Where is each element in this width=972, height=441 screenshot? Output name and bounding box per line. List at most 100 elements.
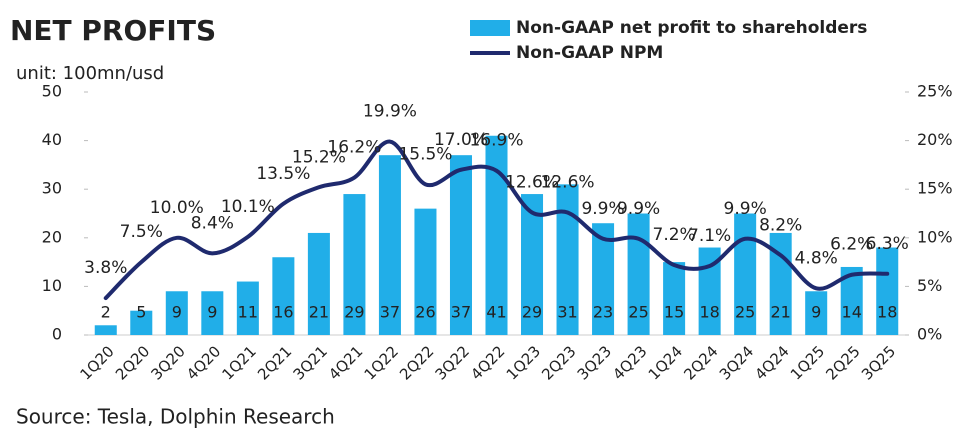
x-tick-label: 4Q20: [183, 342, 224, 383]
bar: [307, 232, 330, 335]
x-tick-label: 3Q25: [858, 342, 899, 383]
x-tick-label: 3Q23: [574, 342, 615, 383]
x-tick-label: 3Q20: [147, 342, 188, 383]
x-tick-label: 2Q21: [254, 342, 295, 383]
bar-value-label: 9: [811, 303, 821, 322]
y2-tick-label: 15%: [917, 179, 953, 198]
line-value-label: 7.1%: [688, 226, 731, 246]
x-tick-label: 4Q21: [325, 342, 366, 383]
bar: [130, 310, 153, 335]
bar: [734, 213, 757, 335]
y2-tick-label: 20%: [917, 130, 953, 149]
bar-value-label: 31: [557, 303, 577, 322]
chart-title: NET PROFITS: [10, 14, 216, 47]
x-tick-label: 1Q22: [361, 342, 402, 383]
y-tick-label: 40: [42, 130, 62, 149]
bar-value-label: 5: [136, 303, 146, 322]
line-value-label: 7.5%: [120, 222, 163, 242]
legend-label: Non-GAAP NPM: [516, 43, 663, 63]
bar: [165, 291, 188, 335]
line-value-label: 9.9%: [724, 199, 767, 219]
chart-subtitle: unit: 100mn/usd: [16, 63, 164, 84]
bar: [94, 325, 117, 335]
x-tick-label: 1Q23: [503, 342, 544, 383]
line-value-label: 3.8%: [84, 258, 127, 278]
y2-tick-label: 10%: [917, 227, 953, 246]
bar-value-label: 18: [877, 303, 897, 322]
line-value-label: 12.6%: [541, 173, 595, 193]
line-value-label: 19.9%: [363, 102, 417, 122]
bar-value-label: 41: [486, 303, 506, 322]
x-tick-label: 2Q24: [680, 342, 721, 383]
bar: [840, 266, 863, 335]
bar: [556, 184, 579, 335]
bar-value-label: 25: [628, 303, 648, 322]
x-tick-label: 2Q22: [396, 342, 437, 383]
bar-value-label: 11: [238, 303, 258, 322]
line-value-label: 4.8%: [795, 248, 838, 268]
line-value-label: 17.0%: [434, 130, 488, 150]
x-tick-label: 3Q24: [716, 342, 757, 383]
x-tick-label: 3Q21: [290, 342, 331, 383]
line-value-label: 8.4%: [191, 213, 234, 233]
line-value-label: 12.6%: [505, 173, 559, 193]
bar: [663, 262, 686, 335]
line-value-label: 6.2%: [830, 235, 873, 255]
bar: [876, 247, 899, 335]
line: [103, 139, 890, 301]
bar-value-label: 21: [770, 303, 790, 322]
bar: [449, 155, 472, 335]
legend-swatch: [470, 20, 510, 36]
bar-value-label: 25: [735, 303, 755, 322]
x-tick-label: 1Q21: [219, 342, 260, 383]
line-value-label: 15.5%: [398, 144, 452, 164]
x-tick-label: 1Q20: [76, 342, 117, 383]
bar-value-label: 2: [101, 303, 111, 322]
bar-value-label: 15: [664, 303, 684, 322]
bar-value-label: 18: [699, 303, 719, 322]
y-tick-label: 20: [42, 227, 62, 246]
y-tick-label: 50: [42, 82, 62, 101]
bar-value-label: 26: [415, 303, 435, 322]
line-value-label: 16.9%: [469, 131, 523, 151]
bar: [592, 223, 615, 335]
bar: [236, 281, 259, 335]
bar: [485, 135, 508, 335]
x-tick-label: 2Q20: [112, 342, 153, 383]
y2-tick-label: 25%: [917, 82, 953, 101]
bar: [378, 155, 401, 335]
x-tick-label: 3Q22: [432, 342, 473, 383]
source-note: Source: Tesla, Dolphin Research: [16, 405, 335, 429]
bar-value-label: 21: [309, 303, 329, 322]
bar-value-label: 29: [522, 303, 542, 322]
bar: [414, 208, 437, 335]
line-value-label: 8.2%: [759, 215, 802, 235]
y-tick-label: 30: [42, 179, 62, 198]
bar: [521, 194, 544, 335]
legend-label: Non-GAAP net profit to shareholders: [516, 18, 867, 38]
y-tick-label: 10: [42, 276, 62, 295]
bar: [343, 194, 366, 335]
line-value-label: 15.2%: [292, 147, 346, 167]
bar-value-label: 37: [380, 303, 400, 322]
y2-tick-label: 0%: [917, 325, 942, 344]
bar-value-label: 9: [172, 303, 182, 322]
y-tick-label: 0: [52, 325, 62, 344]
line-value-label: 16.2%: [327, 138, 381, 158]
bar: [805, 291, 828, 335]
x-tick-label: 4Q24: [751, 342, 792, 383]
bar-value-label: 23: [593, 303, 613, 322]
line-value-label: 10.1%: [221, 197, 275, 217]
x-tick-label: 4Q22: [467, 342, 508, 383]
line-value-label: 6.3%: [866, 234, 909, 254]
bar-value-label: 16: [273, 303, 293, 322]
x-tick-label: 2Q25: [822, 342, 863, 383]
bar: [272, 257, 295, 335]
line-value-label: 13.5%: [256, 164, 310, 184]
line-value-label: 9.9%: [617, 199, 660, 219]
bar-value-label: 9: [207, 303, 217, 322]
bar-value-label: 14: [842, 303, 862, 322]
x-tick-label: 1Q25: [787, 342, 828, 383]
bar-value-label: 37: [451, 303, 471, 322]
